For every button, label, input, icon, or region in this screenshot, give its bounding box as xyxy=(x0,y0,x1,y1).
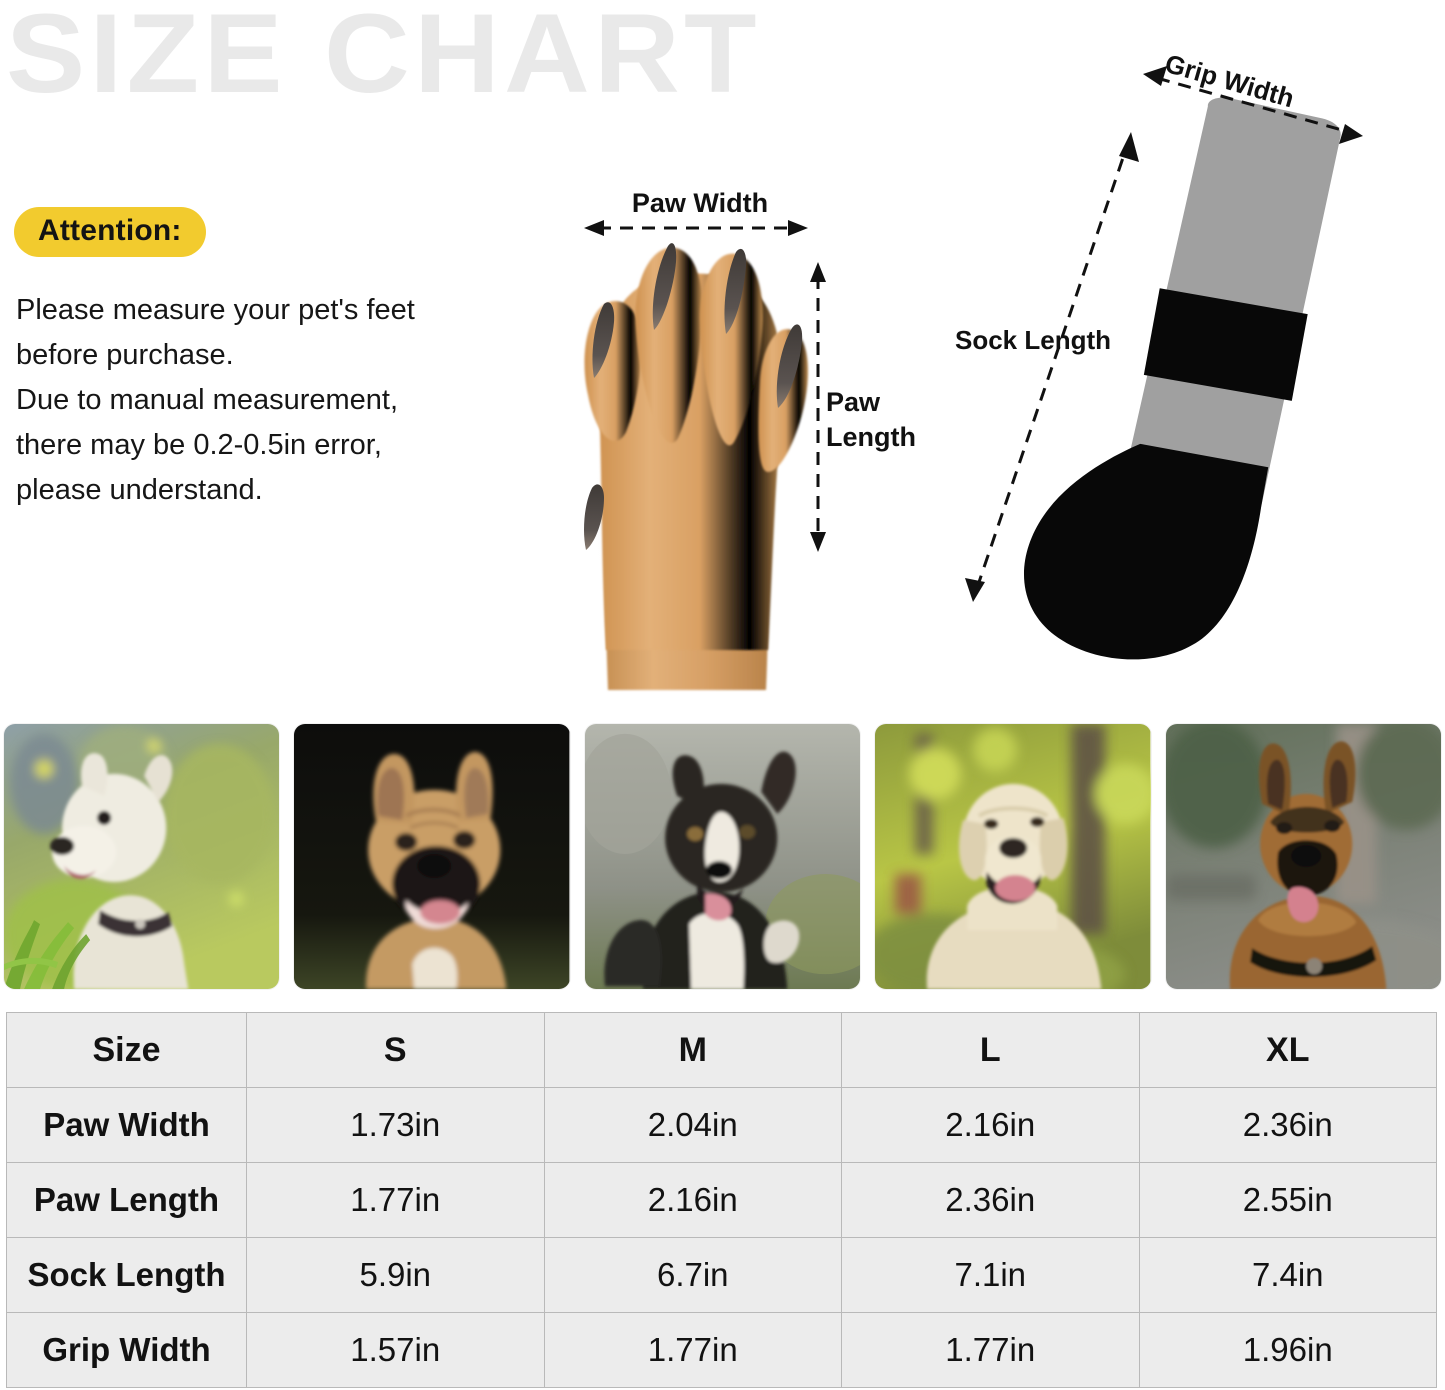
cell-paw-length-m: 2.16in xyxy=(543,1162,842,1238)
table-row: Sock Length 5.9in 6.7in 7.1in 7.4in xyxy=(6,1237,1437,1313)
paw-length-label-line1: Paw xyxy=(826,387,881,417)
paw-dewclaw xyxy=(584,484,604,550)
cell-grip-width-l: 1.77in xyxy=(841,1312,1140,1388)
row-label-paw-width: Paw Width xyxy=(6,1087,247,1163)
sock-measurement-diagram: Grip Width Sock Length xyxy=(915,20,1415,700)
cell-grip-width-m: 1.77in xyxy=(543,1312,842,1388)
attention-line-3: Due to manual measurement, xyxy=(16,384,399,416)
paw-illustration xyxy=(584,220,826,690)
size-chart-table: Size S M L XL Paw Width 1.73in 2.04in 2.… xyxy=(6,1012,1437,1388)
breed-photo-french-bulldog xyxy=(294,724,570,989)
breed-photo-strip xyxy=(4,724,1442,989)
cell-grip-width-s: 1.57in xyxy=(246,1312,545,1388)
row-label-grip-width: Grip Width xyxy=(6,1312,247,1388)
attention-line-4: there may be 0.2-0.5in error, xyxy=(16,429,382,461)
grip-width-arrow xyxy=(1143,66,1363,144)
paw-claw-4 xyxy=(776,324,803,408)
sock-illustration xyxy=(965,66,1363,660)
page-title: SIZE CHART xyxy=(6,0,761,116)
paw-claw-1 xyxy=(592,302,615,378)
paw-claw-2 xyxy=(652,243,677,330)
breed-photo-german-shepherd xyxy=(1165,724,1442,989)
cell-sock-length-xl: 7.4in xyxy=(1138,1237,1437,1313)
cell-sock-length-m: 6.7in xyxy=(543,1237,842,1313)
table-header-xl: XL xyxy=(1138,1012,1437,1088)
table-header-m: M xyxy=(543,1012,842,1088)
attention-line-1: Please measure your pet's feet xyxy=(16,294,415,326)
table-row: Paw Length 1.77in 2.16in 2.36in 2.55in xyxy=(6,1162,1437,1238)
cell-paw-width-m: 2.04in xyxy=(543,1087,842,1163)
paw-length-label: Paw Length xyxy=(826,385,936,455)
paw-length-label-line2: Length xyxy=(826,422,916,452)
attention-badge: Attention: xyxy=(14,207,206,257)
row-label-sock-length: Sock Length xyxy=(6,1237,247,1313)
cell-grip-width-xl: 1.96in xyxy=(1138,1312,1437,1388)
cell-paw-width-xl: 2.36in xyxy=(1138,1087,1437,1163)
table-header-l: L xyxy=(841,1012,1140,1088)
attention-line-2: before purchase. xyxy=(16,339,234,371)
paw-measurement-diagram: Paw Width Paw Length xyxy=(540,180,940,700)
paw-width-label: Paw Width xyxy=(631,188,769,218)
cell-paw-width-l: 2.16in xyxy=(841,1087,1140,1163)
paw-toe-2 xyxy=(635,247,703,443)
cell-paw-length-s: 1.77in xyxy=(246,1162,545,1238)
row-label-paw-length: Paw Length xyxy=(6,1162,247,1238)
paw-toe-3 xyxy=(700,253,763,446)
table-header-s: S xyxy=(246,1012,545,1088)
cell-sock-length-l: 7.1in xyxy=(841,1237,1140,1313)
table-header-row: Size S M L XL xyxy=(6,1012,1437,1088)
table-row: Grip Width 1.57in 1.77in 1.77in 1.96in xyxy=(6,1312,1437,1388)
table-header-size: Size xyxy=(6,1012,247,1088)
sock-toe xyxy=(1024,443,1269,660)
sock-length-arrow xyxy=(965,132,1139,602)
paw-width-arrow xyxy=(584,220,808,236)
attention-text: Please measure your pet's feet before pu… xyxy=(16,288,556,513)
sock-length-label: Sock Length xyxy=(955,325,1112,355)
cell-paw-length-xl: 2.55in xyxy=(1138,1162,1437,1238)
table-row: Paw Width 1.73in 2.04in 2.16in 2.36in xyxy=(6,1087,1437,1163)
cell-sock-length-s: 5.9in xyxy=(246,1237,545,1313)
cell-paw-width-s: 1.73in xyxy=(246,1087,545,1163)
cell-paw-length-l: 2.36in xyxy=(841,1162,1140,1238)
paw-claw-3 xyxy=(724,248,747,334)
breed-photo-labrador-retriever xyxy=(875,724,1151,989)
attention-line-5: please understand. xyxy=(16,474,263,506)
paw-length-arrow xyxy=(810,262,826,552)
breed-photo-west-highland-white-terrier xyxy=(4,724,280,989)
breed-photo-border-collie xyxy=(584,724,861,989)
sock-strap xyxy=(1143,288,1308,401)
